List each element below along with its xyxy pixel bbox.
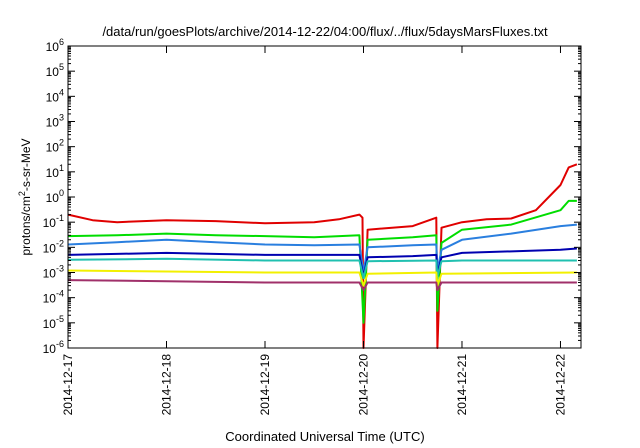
y-tick-base: 10	[43, 292, 57, 306]
y-tick-base: 10	[43, 216, 57, 230]
y-tick-label: 102	[46, 138, 64, 155]
chart-title: /data/run/goesPlots/archive/2014-12-22/0…	[102, 24, 548, 39]
y-tick-base: 10	[43, 342, 57, 356]
y-tick-label: 103	[46, 113, 64, 130]
x-tick-label: 2014-12-21	[455, 354, 469, 416]
x-axis-label: Coordinated Universal Time (UTC)	[225, 429, 424, 444]
y-tick-exp: -5	[56, 314, 64, 324]
y-tick-exp: -2	[56, 238, 64, 248]
x-tick-label: 2014-12-19	[258, 354, 272, 416]
y-tick-base: 10	[46, 40, 60, 54]
y-tick-label: 10-2	[43, 238, 64, 255]
y-tick-label: 10-3	[43, 264, 64, 281]
x-tick-label: 2014-12-22	[554, 354, 568, 416]
y-tick-label: 106	[46, 37, 64, 54]
y-tick-exp: 0	[59, 188, 64, 198]
x-tick-label: 2014-12-17	[61, 354, 75, 416]
y-tick-base: 10	[43, 241, 57, 255]
y-tick-base: 10	[46, 141, 60, 155]
y-tick-base: 10	[46, 65, 60, 79]
y-tick-base: 10	[46, 90, 60, 104]
y-tick-base: 10	[46, 166, 60, 180]
y-tick-exp: -6	[56, 339, 64, 349]
y-tick-exp: 3	[59, 113, 64, 123]
series-line-1	[67, 163, 578, 349]
y-tick-exp: 6	[59, 37, 64, 47]
y-tick-exp: 5	[59, 62, 64, 72]
y-tick-exp: -3	[56, 264, 64, 274]
axis-ticks	[67, 45, 581, 349]
y-tick-label: 10-6	[43, 339, 64, 356]
y-tick-exp: 4	[59, 87, 64, 97]
y-tick-label: 10-4	[43, 289, 64, 306]
y-tick-base: 10	[46, 116, 60, 130]
y-tick-labels: 10-610-510-410-310-210-11001011021031041…	[43, 37, 64, 356]
y-tick-base: 10	[46, 191, 60, 205]
series-line-4	[67, 247, 577, 278]
series-line-6	[67, 269, 577, 287]
y-tick-base: 10	[43, 267, 57, 281]
x-tick-label: 2014-12-18	[160, 354, 174, 416]
y-axis-label: protons/cm2-s-sr-MeV	[17, 138, 33, 255]
y-tick-exp: -4	[56, 289, 64, 299]
y-tick-exp: -1	[56, 213, 64, 223]
series-line-3	[67, 223, 577, 274]
y-tick-label: 10-5	[43, 314, 64, 331]
series-line-2	[67, 199, 577, 324]
y-tick-label: 10-1	[43, 213, 64, 230]
series-group	[67, 163, 578, 349]
y-tick-label: 100	[46, 188, 64, 205]
series-line-7	[67, 279, 577, 292]
plot-frame	[67, 45, 582, 349]
x-tick-label: 2014-12-20	[357, 354, 371, 416]
y-tick-exp: 2	[59, 138, 64, 148]
y-tick-label: 104	[46, 87, 64, 104]
x-tick-labels: 2014-12-17 2014-12-18 2014-12-19 2014-12-20…	[61, 354, 568, 416]
y-axis-label-rest: -s-sr-MeV	[19, 138, 33, 191]
y-tick-label: 101	[46, 163, 64, 180]
y-axis-label-main: protons/cm	[19, 196, 33, 255]
series-line-5	[67, 257, 577, 280]
y-axis-label-sup: 2	[17, 191, 27, 196]
y-tick-label: 105	[46, 62, 64, 79]
y-tick-exp: 1	[59, 163, 64, 173]
y-tick-base: 10	[43, 317, 57, 331]
